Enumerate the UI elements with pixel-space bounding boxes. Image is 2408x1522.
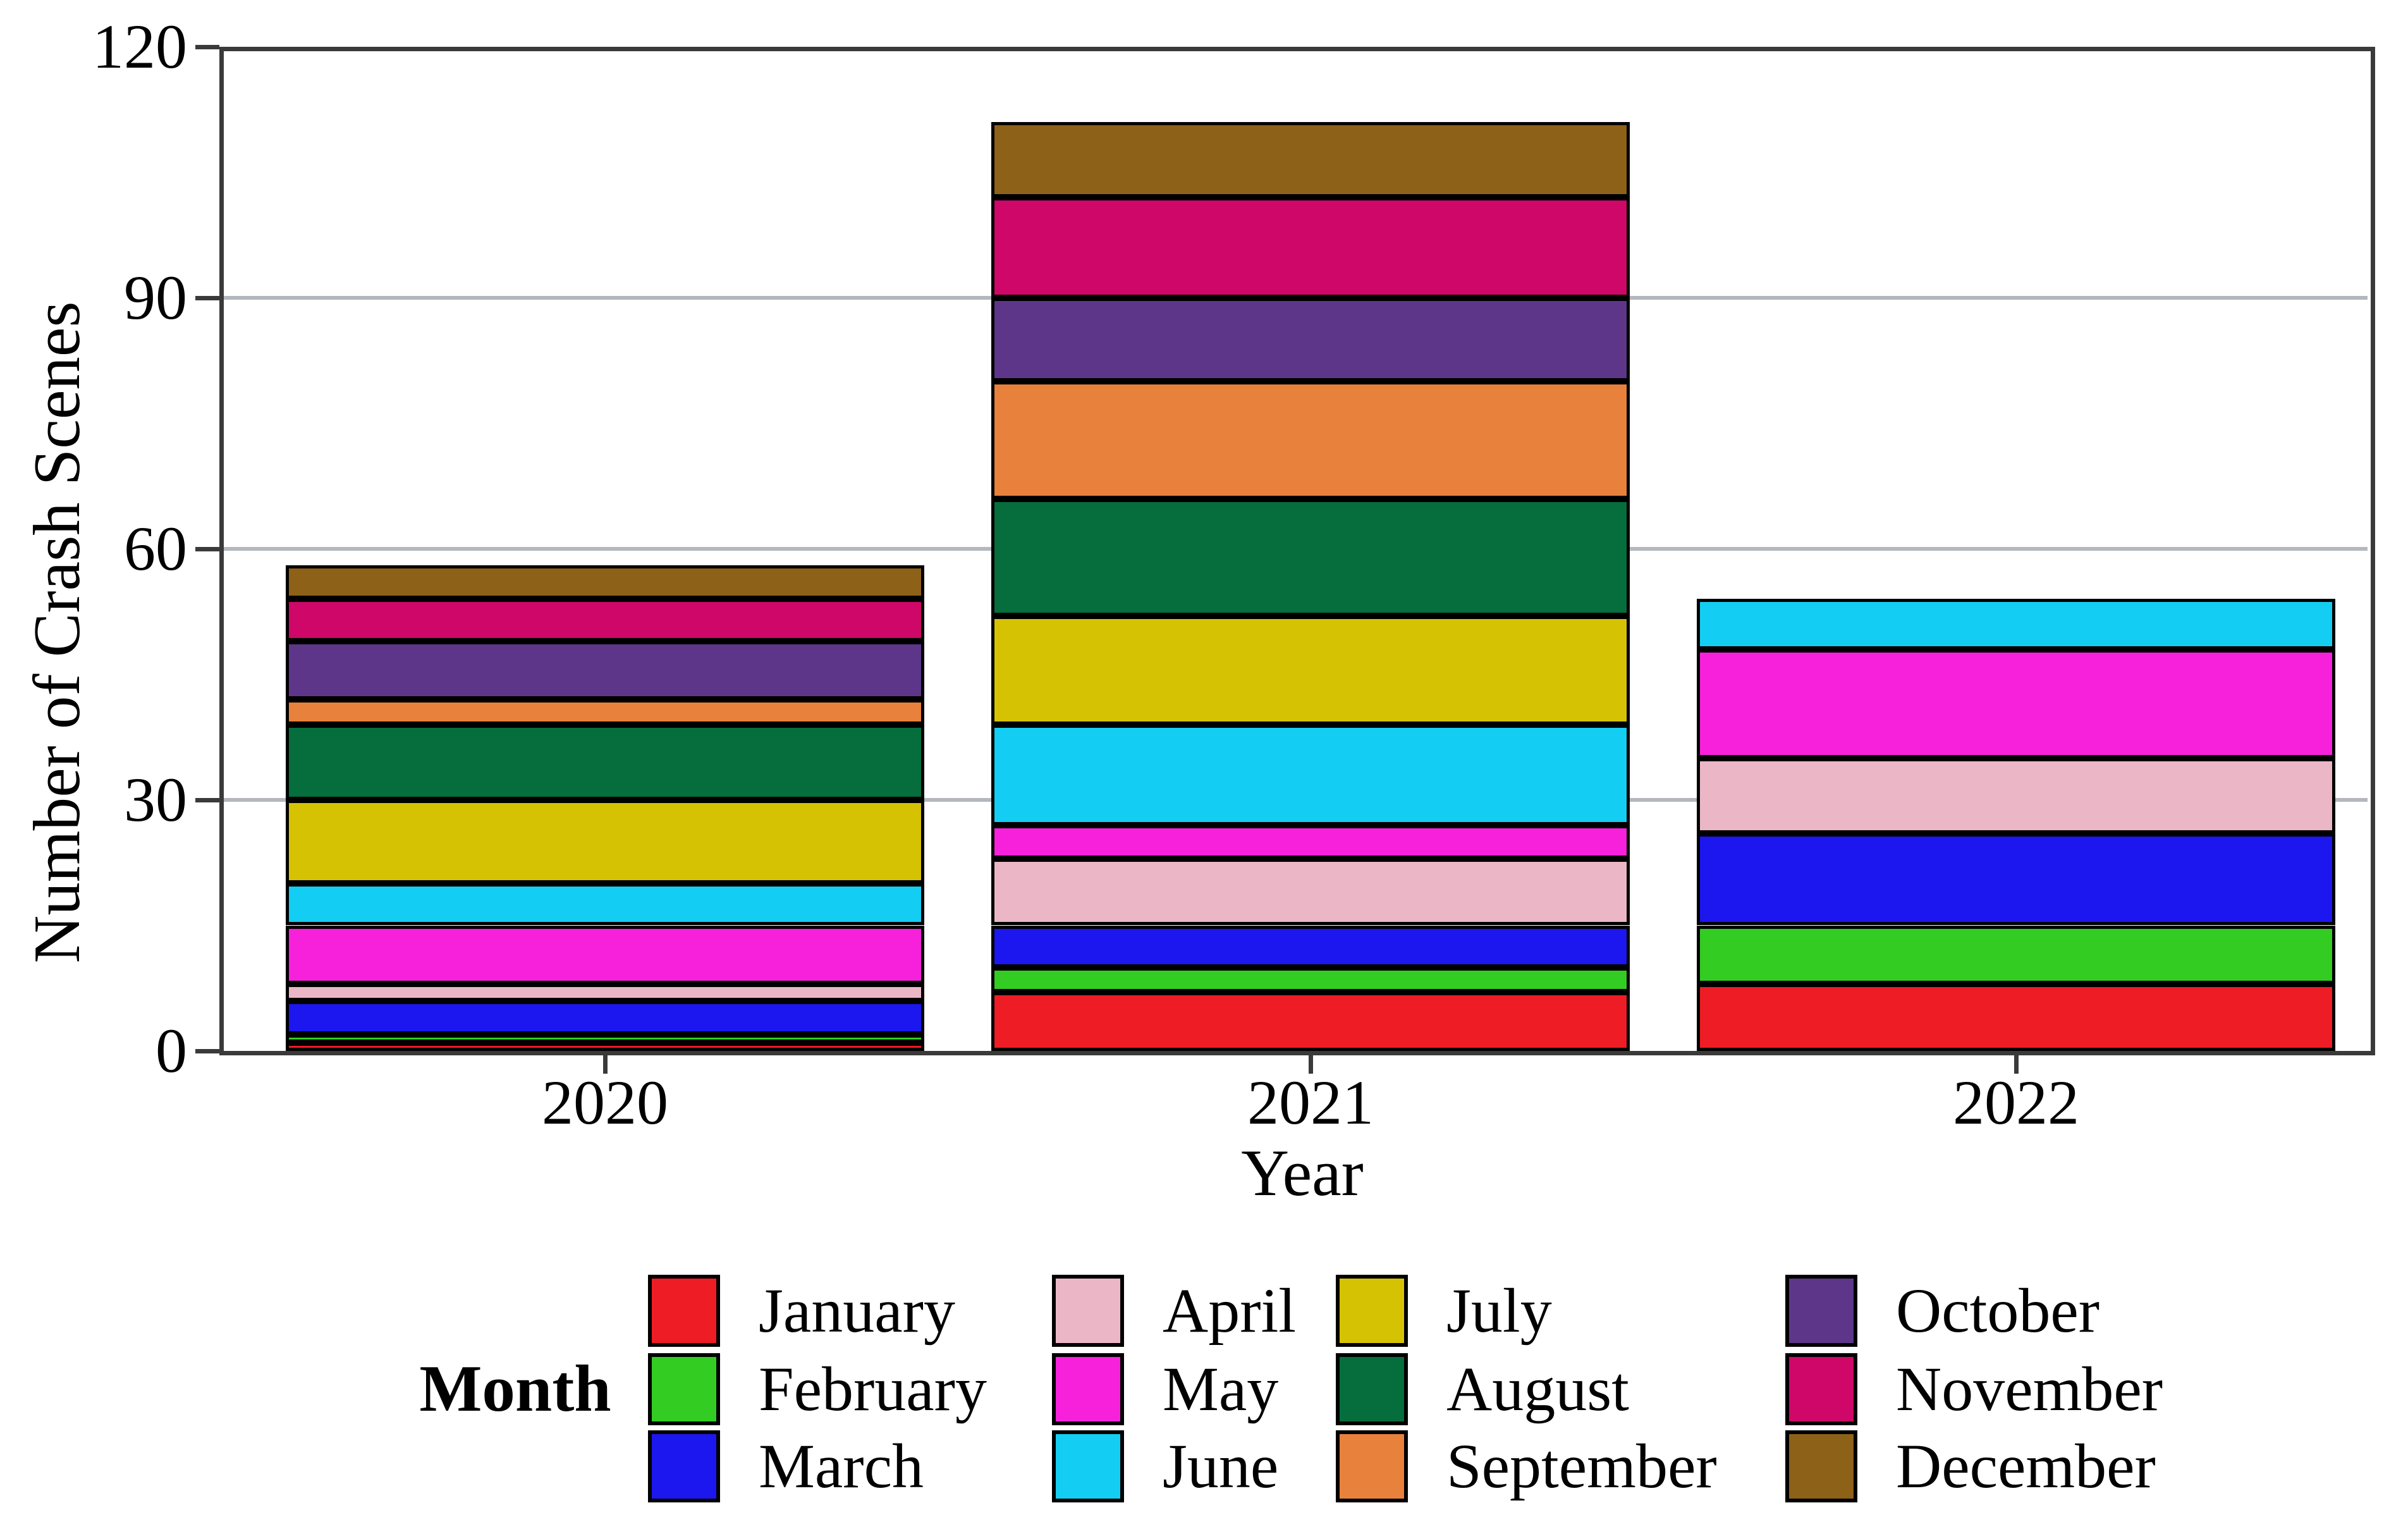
bar-2021-december xyxy=(991,122,1630,198)
bar-2021-november xyxy=(991,197,1630,298)
bar-2022-january xyxy=(1697,984,2335,1051)
bar-2020-march xyxy=(286,1000,924,1034)
bar-2022-march xyxy=(1697,833,2335,926)
legend-label-april: April xyxy=(1163,1275,1297,1346)
bar-2020-june xyxy=(286,883,924,926)
x-tick-2021 xyxy=(1308,1051,1313,1074)
legend-title: Month xyxy=(419,1351,611,1425)
y-tick-120 xyxy=(195,44,219,49)
bar-2021-august xyxy=(991,498,1630,616)
bar-2020-may xyxy=(286,925,924,985)
legend-swatch-february xyxy=(648,1353,720,1425)
legend-swatch-december xyxy=(1785,1430,1857,1502)
legend-label-september: September xyxy=(1446,1431,1717,1501)
x-tick-2020 xyxy=(602,1051,608,1074)
bar-2021-january xyxy=(991,992,1630,1051)
legend-swatch-march xyxy=(648,1430,720,1502)
legend-label-july: July xyxy=(1446,1275,1552,1346)
legend-label-october: October xyxy=(1896,1275,2100,1346)
bar-2021-september xyxy=(991,381,1630,499)
legend-label-june: June xyxy=(1163,1431,1279,1501)
legend-swatch-august xyxy=(1336,1353,1408,1425)
bar-2022-february xyxy=(1697,925,2335,985)
bar-2020-july xyxy=(286,800,924,884)
legend-swatch-october xyxy=(1785,1275,1857,1347)
bar-2021-june xyxy=(991,724,1630,825)
y-tick-60 xyxy=(195,546,219,551)
bar-2020-february xyxy=(286,1034,924,1043)
bar-2020-january xyxy=(286,1042,924,1051)
legend-swatch-september xyxy=(1336,1430,1408,1502)
x-tick-label-2020: 2020 xyxy=(542,1067,668,1138)
legend-swatch-november xyxy=(1785,1353,1857,1425)
legend-label-february: February xyxy=(759,1354,987,1424)
legend-label-march: March xyxy=(759,1431,924,1501)
y-tick-label-120: 120 xyxy=(92,11,187,82)
legend-label-may: May xyxy=(1163,1354,1279,1424)
x-tick-label-2021: 2021 xyxy=(1247,1067,1374,1138)
bar-2021-may xyxy=(991,825,1630,859)
bar-2020-april xyxy=(286,984,924,1001)
bar-2022-april xyxy=(1697,758,2335,833)
legend-swatch-january xyxy=(648,1275,720,1347)
bar-2022-may xyxy=(1697,649,2335,758)
y-tick-0 xyxy=(195,1048,219,1053)
x-tick-2022 xyxy=(2014,1051,2019,1074)
legend-swatch-june xyxy=(1052,1430,1124,1502)
legend-label-august: August xyxy=(1446,1354,1629,1424)
bar-2020-september xyxy=(286,699,924,725)
bar-2020-december xyxy=(286,565,924,599)
y-tick-label-60: 60 xyxy=(124,513,187,584)
bar-2021-july xyxy=(991,615,1630,725)
bar-2020-november xyxy=(286,599,924,641)
x-axis-title: Year xyxy=(1241,1136,1364,1210)
bar-2021-october xyxy=(991,298,1630,382)
legend-swatch-april xyxy=(1052,1275,1124,1347)
bar-2020-august xyxy=(286,724,924,800)
legend-label-december: December xyxy=(1896,1431,2156,1501)
legend-swatch-july xyxy=(1336,1275,1408,1347)
bar-2021-april xyxy=(991,858,1630,926)
legend-label-january: January xyxy=(759,1275,955,1346)
bar-2021-march xyxy=(991,925,1630,967)
y-tick-30 xyxy=(195,797,219,802)
y-tick-label-0: 0 xyxy=(156,1016,187,1086)
y-axis-title: Number of Crash Scenes xyxy=(20,301,94,964)
bar-2021-february xyxy=(991,967,1630,993)
legend-label-november: November xyxy=(1896,1354,2163,1424)
bar-2022-june xyxy=(1697,599,2335,649)
x-tick-label-2022: 2022 xyxy=(1953,1067,2079,1138)
y-tick-label-30: 30 xyxy=(124,764,187,835)
y-tick-label-90: 90 xyxy=(124,262,187,333)
bar-2020-october xyxy=(286,641,924,700)
legend-swatch-may xyxy=(1052,1353,1124,1425)
y-tick-90 xyxy=(195,295,219,300)
